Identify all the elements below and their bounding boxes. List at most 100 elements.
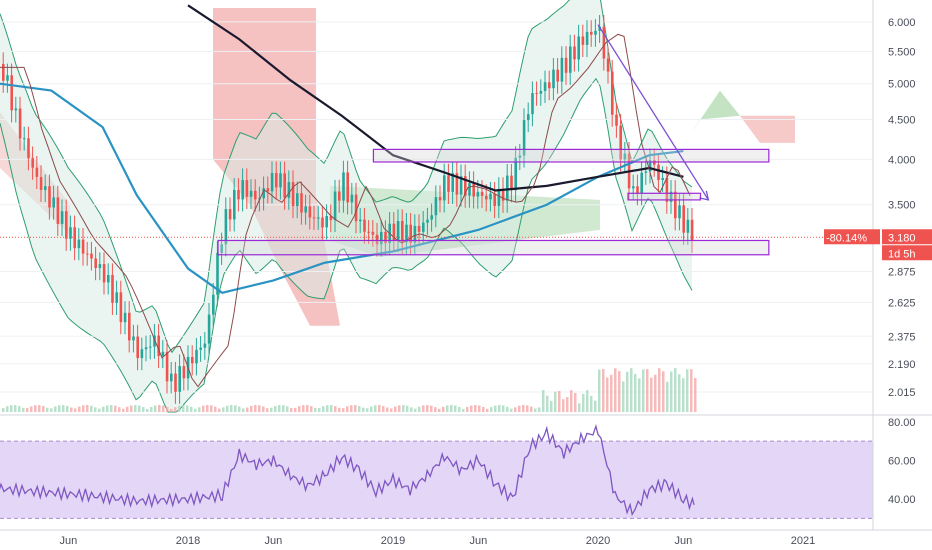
volume-bar (26, 408, 29, 412)
volume-bar (326, 405, 329, 412)
volume-bar (414, 408, 417, 412)
candle-body (241, 180, 244, 200)
candle-body (577, 36, 580, 60)
candle-body (275, 173, 278, 188)
candle-body (573, 46, 576, 60)
volume-bar (270, 407, 273, 412)
volume-bar (426, 405, 429, 412)
candle-body (359, 219, 362, 222)
volume-bar (374, 405, 377, 412)
time-tick-label: 2019 (381, 535, 405, 547)
volume-bar (46, 407, 49, 412)
candle-body (115, 292, 118, 303)
volume-bar (42, 405, 45, 412)
candle-body (128, 312, 131, 341)
candle-body (174, 373, 177, 392)
volume-bar (302, 405, 305, 412)
candle-body (94, 258, 97, 269)
volume-bar (86, 405, 89, 412)
volume-bar (70, 407, 73, 412)
volume-bar (694, 377, 697, 412)
candle-body (590, 31, 593, 35)
volume-bar (74, 408, 77, 412)
candle-body (623, 153, 627, 160)
volume-bar (54, 406, 57, 412)
volume-bar (422, 405, 425, 412)
candle-body (543, 82, 547, 91)
volume-bar (438, 408, 441, 412)
volume-bar (14, 405, 17, 412)
candle-body (661, 178, 664, 181)
volume-bar (322, 406, 325, 412)
volume-bar (534, 408, 537, 412)
candle-body (228, 209, 232, 220)
volume-bar (66, 405, 69, 412)
cloud-bear-3 (700, 115, 795, 143)
volume-bar (606, 377, 609, 412)
candle-body (136, 336, 139, 359)
candle-body (518, 155, 522, 158)
volume-bar (686, 369, 689, 412)
change-label: -80.14% (826, 232, 867, 244)
volume-bar (22, 407, 25, 412)
volume-bar (454, 405, 457, 412)
candle-body (18, 108, 22, 139)
volume-bar (378, 405, 381, 412)
candle-body (220, 244, 223, 253)
volume-bar (198, 407, 201, 412)
volume-bar (178, 405, 181, 412)
candle-body (615, 114, 618, 126)
volume-bar (494, 405, 497, 412)
candle-body (384, 231, 387, 244)
volume-bar (546, 395, 549, 412)
volume-bar (34, 405, 37, 412)
candle-body (325, 216, 328, 228)
price-tick-label: 6.000 (888, 17, 916, 29)
candle-body (417, 225, 421, 232)
candle-body (35, 167, 39, 177)
candle-body (73, 227, 76, 249)
candle-body (283, 173, 286, 198)
countdown-badge (882, 245, 932, 261)
trendline-arrowhead (699, 190, 710, 201)
candle-body (674, 191, 677, 219)
volume-bar (434, 407, 437, 412)
range-box (372, 148, 770, 163)
volume-bar (578, 403, 581, 412)
rsi-pane (0, 414, 932, 519)
volume-bar (250, 405, 253, 412)
volume-bar (78, 406, 81, 412)
volume-bar (18, 406, 21, 412)
candle-body (287, 182, 291, 198)
volume-bar (102, 406, 105, 412)
volume-bar (186, 405, 189, 412)
volume-bar (210, 405, 213, 412)
volume-bar (542, 390, 545, 412)
volume-bar (458, 407, 461, 412)
candle-body (86, 253, 89, 255)
candle-body (14, 108, 18, 111)
candle-body (581, 36, 585, 45)
volume-bar (634, 374, 637, 412)
ma-black-line (187, 4, 684, 192)
volume-bar (274, 406, 277, 412)
change-badge (824, 229, 880, 245)
trendline (597, 24, 709, 201)
volume-bar (214, 406, 217, 412)
candle-body (321, 217, 324, 228)
candle-body (149, 346, 152, 348)
volume-bar (642, 369, 645, 412)
volume-bar (462, 408, 465, 412)
volume-bar (666, 381, 669, 412)
volume-bar (266, 408, 269, 412)
candle-body (23, 138, 26, 140)
volume-bar (498, 405, 501, 412)
volume-bar (130, 405, 133, 412)
volume-bar (134, 405, 137, 412)
candle-body (644, 171, 648, 173)
candle-body (254, 190, 257, 200)
candle-body (199, 347, 202, 350)
volume-bar (654, 374, 657, 412)
volume-bar (658, 368, 661, 412)
